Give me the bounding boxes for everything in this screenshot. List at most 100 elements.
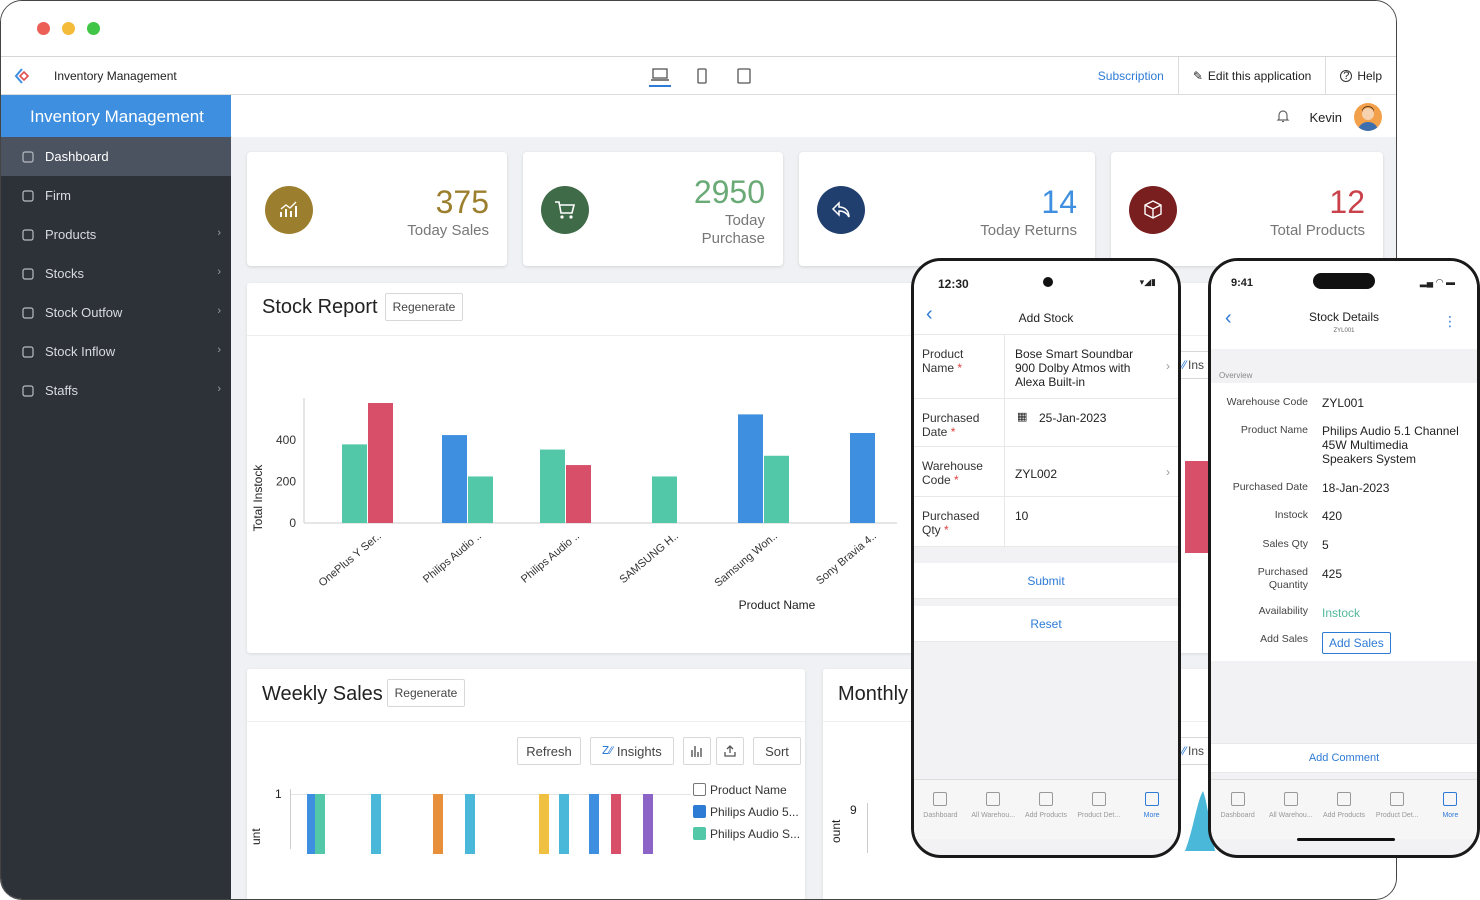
- sidebar-item-stock-inflow[interactable]: Stock Inflow ›: [1, 332, 231, 371]
- app-logo-icon[interactable]: [13, 67, 33, 88]
- legend-item[interactable]: Philips Audio 5...: [693, 805, 799, 819]
- form-row-product-name[interactable]: Product Name * Bose Smart Soundbar 900 D…: [914, 335, 1178, 399]
- add-comment-button[interactable]: Add Comment: [1211, 743, 1477, 773]
- mobile-view-icon[interactable]: [691, 65, 713, 87]
- legend-item[interactable]: Product Name: [693, 783, 787, 797]
- sidebar-item-stock-outfow[interactable]: Stock Outfow ›: [1, 293, 231, 332]
- chart-bar[interactable]: [738, 414, 763, 523]
- tab-label: More: [1442, 812, 1459, 819]
- submit-button[interactable]: Submit: [914, 563, 1178, 599]
- tab-product-det-[interactable]: Product Det...: [1072, 780, 1125, 839]
- chart-bar[interactable]: [559, 794, 569, 854]
- y-axis-label: Total Instock: [251, 464, 265, 532]
- regenerate-button[interactable]: Regenerate: [385, 293, 463, 321]
- edit-application-link[interactable]: ✎ Edit this application: [1177, 57, 1325, 95]
- chart-bar[interactable]: [307, 794, 315, 854]
- more-options-icon[interactable]: ⋮: [1443, 313, 1457, 329]
- chart-bar[interactable]: [850, 433, 875, 523]
- tab-all-warehou-[interactable]: All Warehou...: [1264, 780, 1317, 839]
- chart-type-icon[interactable]: [683, 737, 711, 765]
- chart-bar[interactable]: [764, 455, 789, 523]
- kpi-card-today-sales[interactable]: 375 Today Sales: [247, 152, 507, 266]
- chart-bar[interactable]: [611, 794, 621, 854]
- kpi-card-total-products[interactable]: 12 Total Products: [1111, 152, 1383, 266]
- tab-dashboard[interactable]: Dashboard: [914, 780, 967, 839]
- tab-product-det-[interactable]: Product Det...: [1371, 780, 1424, 839]
- tab-all-warehou-[interactable]: All Warehou...: [967, 780, 1020, 839]
- chart-bar[interactable]: [342, 444, 367, 523]
- chart-bar[interactable]: [566, 465, 591, 523]
- chart-bar[interactable]: [589, 794, 599, 854]
- sidebar-item-label: Products: [45, 227, 97, 242]
- add-sales-button[interactable]: Add Sales: [1322, 632, 1391, 654]
- calendar-icon[interactable]: ▦: [1017, 411, 1028, 423]
- box-icon: [1129, 186, 1177, 234]
- user-name[interactable]: Kevin: [1309, 109, 1342, 125]
- sidebar-item-products[interactable]: Products ›: [1, 215, 231, 254]
- chart-bar[interactable]: [540, 449, 565, 523]
- bell-icon[interactable]: [1275, 108, 1291, 127]
- stock-report-panel: Stock Report Regenerate 0 200 400 Total Ins…: [247, 283, 1396, 653]
- share-icon[interactable]: [716, 737, 744, 765]
- field-label-text: Warehouse Code: [922, 459, 983, 487]
- sidebar-item-firm[interactable]: Firm: [1, 176, 231, 215]
- sidebar-item-dashboard[interactable]: Dashboard: [1, 137, 231, 176]
- reset-button[interactable]: Reset: [914, 606, 1178, 642]
- tab-label: Add Products: [1322, 812, 1366, 819]
- area-chart-peek: [1185, 791, 1215, 851]
- tab-more[interactable]: More: [1125, 780, 1178, 839]
- back-chevron-icon[interactable]: ‹: [926, 303, 933, 325]
- chart-bar[interactable]: [371, 794, 381, 854]
- tablet-view-icon[interactable]: [733, 65, 755, 87]
- chart-bar[interactable]: [652, 476, 677, 523]
- avatar[interactable]: [1354, 103, 1382, 131]
- tab-icon: [1337, 792, 1351, 806]
- chart-bar[interactable]: [433, 794, 443, 854]
- insights-button[interactable]: Ꮓ∕∕ Insights: [590, 737, 674, 765]
- maximize-window-button[interactable]: [87, 22, 100, 35]
- subscription-link[interactable]: Subscription: [1084, 57, 1178, 95]
- x-tick-label: Sony Bravia 4..: [814, 530, 879, 587]
- chart-bar[interactable]: [442, 435, 467, 523]
- chart-bar[interactable]: [368, 403, 393, 523]
- back-chevron-icon[interactable]: ‹: [1225, 307, 1232, 329]
- close-window-button[interactable]: [37, 22, 50, 35]
- divider: [247, 721, 805, 722]
- tab-dashboard[interactable]: Dashboard: [1211, 780, 1264, 839]
- form-row-purchased-date[interactable]: Purchased Date * ▦ 25-Jan-2023: [914, 399, 1178, 447]
- sidebar-item-stocks[interactable]: Stocks ›: [1, 254, 231, 293]
- chevron-right-icon: ›: [217, 227, 221, 239]
- phone-stock-details: 9:41 ▂▄ ◠ ▬ ‹ Stock Details ZYL001 ⋮ Ove…: [1208, 258, 1480, 858]
- field-value: 25-Jan-2023: [1039, 411, 1107, 425]
- chart-bar[interactable]: [468, 476, 493, 523]
- chart-bar[interactable]: [539, 794, 549, 854]
- chart-bar[interactable]: [315, 794, 325, 854]
- panel-title: Stock Report: [262, 296, 378, 318]
- form-row-purchased-qty[interactable]: Purchased Qty * 10: [914, 497, 1178, 547]
- dynamic-island: [1313, 273, 1375, 289]
- refresh-button[interactable]: Refresh: [517, 737, 581, 765]
- gridline: [291, 794, 691, 795]
- kpi-card-today-purchase[interactable]: 2950 Today Purchase: [523, 152, 783, 266]
- chart-bar[interactable]: [465, 794, 475, 854]
- divider: [1004, 497, 1005, 547]
- form-row-warehouse-code[interactable]: Warehouse Code * ZYL002 ›: [914, 447, 1178, 497]
- app-header: Inventory Management Subscription ✎ Edit …: [1, 57, 1396, 95]
- tab-add-products[interactable]: Add Products: [1020, 780, 1073, 839]
- help-link[interactable]: ? Help: [1325, 57, 1396, 95]
- user-menu[interactable]: Kevin: [1275, 103, 1382, 131]
- insights-label: Insights: [616, 743, 662, 759]
- tab-more[interactable]: More: [1424, 780, 1477, 839]
- y-tick: 9: [850, 803, 857, 817]
- chart-bar[interactable]: [643, 794, 653, 854]
- regenerate-button[interactable]: Regenerate: [387, 679, 465, 707]
- sidebar-item-label: Staffs: [45, 383, 79, 398]
- weekly-sales-panel: Weekly Sales Regenerate Refresh Ꮓ∕∕ Insig…: [247, 669, 805, 899]
- kpi-card-today-returns[interactable]: 14 Today Returns: [799, 152, 1095, 266]
- sort-button[interactable]: Sort: [753, 737, 801, 765]
- desktop-view-icon[interactable]: [649, 65, 671, 87]
- sidebar-item-staffs[interactable]: Staffs ›: [1, 371, 231, 410]
- minimize-window-button[interactable]: [62, 22, 75, 35]
- tab-add-products[interactable]: Add Products: [1317, 780, 1370, 839]
- legend-item[interactable]: Philips Audio S...: [693, 827, 800, 841]
